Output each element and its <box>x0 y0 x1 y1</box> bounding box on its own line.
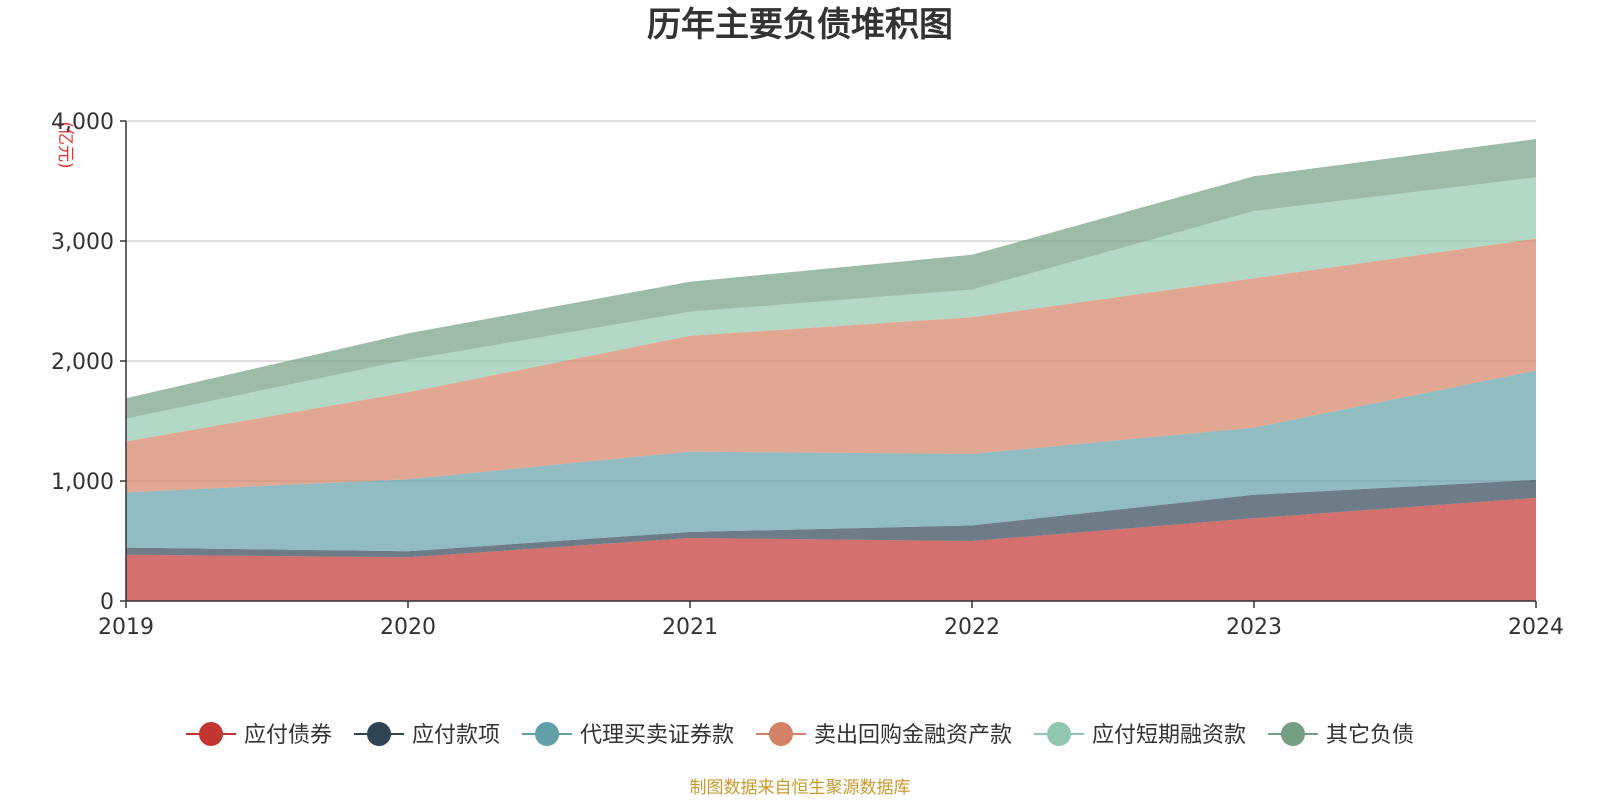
x-tick-label: 2020 <box>380 615 436 640</box>
data-source: 制图数据来自恒生聚源数据库 <box>690 778 911 798</box>
legend-label: 其它负债 <box>1326 723 1414 748</box>
area-series-5 <box>126 177 1536 442</box>
y-tick-label: 0 <box>100 590 114 615</box>
y-axis-unit: (亿元) <box>55 121 75 168</box>
area-series-2 <box>126 479 1536 558</box>
stacked-areas <box>126 139 1536 601</box>
legend-item-1[interactable]: 应付债券 <box>186 722 332 748</box>
legend-label: 应付短期融资款 <box>1092 723 1246 748</box>
legend-label: 代理买卖证券款 <box>580 723 734 748</box>
legend-circle-icon <box>769 722 793 746</box>
y-tick-label: 3,000 <box>51 230 114 255</box>
legend-label: 应付款项 <box>412 723 500 748</box>
y-tick-label: 2,000 <box>51 350 114 375</box>
y-tick-label: 1,000 <box>51 470 114 495</box>
area-series-3 <box>126 370 1536 552</box>
legend: 应付债券 应付款项 代理买卖证券款 卖出回购金融资产款 应付短期融资款 其它负债 <box>186 722 1414 748</box>
legend-circle-icon <box>1047 722 1071 746</box>
legend-item-2[interactable]: 应付款项 <box>354 722 500 748</box>
legend-label: 卖出回购金融资产款 <box>814 723 1012 748</box>
chart-title: 历年主要负债堆积图 <box>647 5 953 45</box>
x-tick-label: 2019 <box>98 615 154 640</box>
area-series-1 <box>126 497 1536 601</box>
axes: 0 1,000 2,000 3,000 4,000 2019 2020 2021 2022 202… <box>51 110 1564 640</box>
area-series-4 <box>126 238 1536 493</box>
legend-item-5[interactable]: 应付短期融资款 <box>1034 722 1246 748</box>
legend-item-6[interactable]: 其它负债 <box>1268 722 1414 748</box>
legend-circle-icon <box>367 722 391 746</box>
legend-item-3[interactable]: 代理买卖证券款 <box>522 722 734 748</box>
legend-circle-icon <box>199 722 223 746</box>
x-tick-label: 2023 <box>1226 615 1282 640</box>
legend-item-4[interactable]: 卖出回购金融资产款 <box>756 722 1012 748</box>
x-tick-label: 2022 <box>944 615 1000 640</box>
x-tick-label: 2021 <box>662 615 718 640</box>
legend-circle-icon <box>535 722 559 746</box>
x-tick-label: 2024 <box>1508 615 1564 640</box>
y-tick-label: 4,000 <box>51 110 114 135</box>
legend-label: 应付债券 <box>244 723 332 748</box>
area-series-6 <box>126 139 1536 419</box>
legend-circle-icon <box>1281 722 1305 746</box>
